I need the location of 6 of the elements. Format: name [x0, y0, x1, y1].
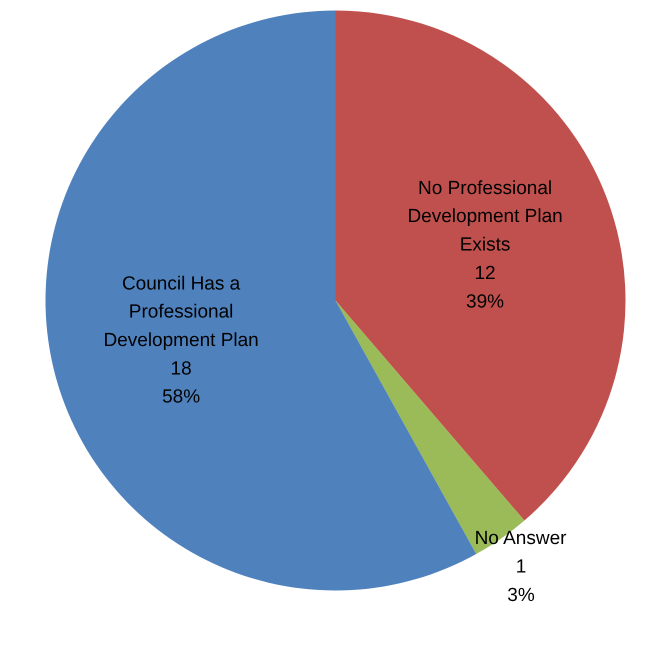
- slice-label: No Answer: [474, 528, 568, 550]
- slice-label: Council Has a Professional Development Plan: [103, 273, 259, 351]
- data-label: 18 58%: [162, 358, 200, 408]
- data-label: 12 39%: [466, 262, 504, 312]
- slice-label: No Professional Development Plan Exists: [407, 178, 563, 256]
- data-label: 1 3%: [507, 556, 535, 606]
